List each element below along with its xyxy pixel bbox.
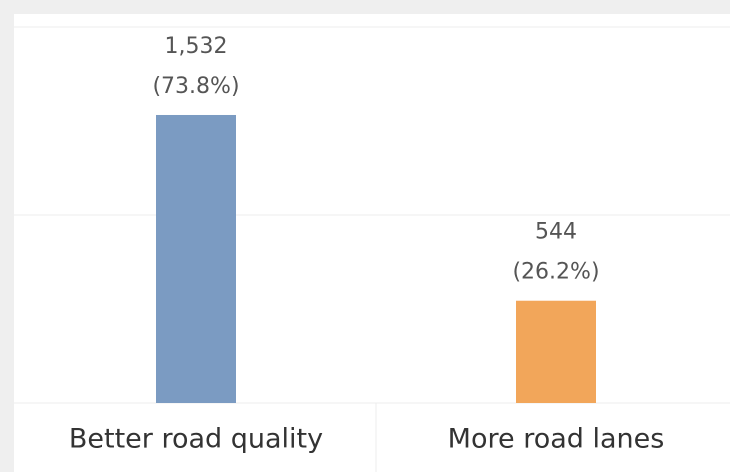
plot-panel	[14, 14, 730, 472]
value-label: 1,532	[165, 34, 228, 59]
x-tick-label: Better road quality	[69, 424, 323, 455]
x-tick-label: More road lanes	[448, 424, 665, 455]
bar	[156, 114, 236, 403]
percent-label: (73.8%)	[152, 74, 239, 99]
percent-label: (26.2%)	[512, 260, 599, 285]
bar	[516, 300, 596, 403]
value-label: 544	[535, 220, 577, 245]
